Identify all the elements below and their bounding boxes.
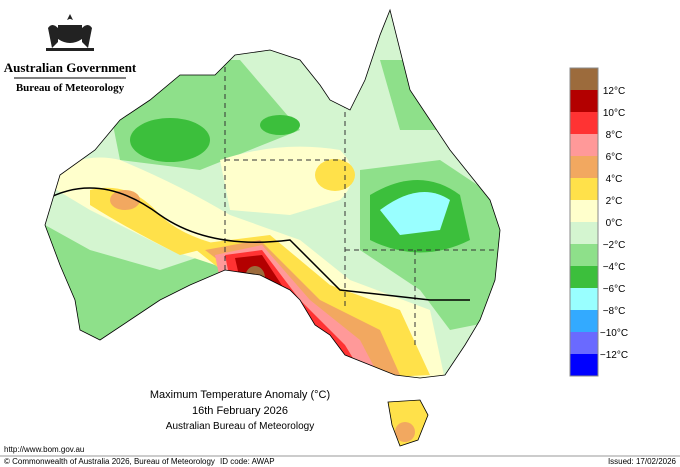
footer-issued: Issued: 17/02/2026 <box>608 457 677 466</box>
legend-swatch <box>570 332 598 354</box>
legend-label: 0°C <box>606 218 623 229</box>
legend-label: 6°C <box>606 152 623 163</box>
tasmania <box>388 400 428 446</box>
legend-label: −6°C <box>603 284 626 295</box>
legend-swatch <box>570 90 598 112</box>
legend-label: 2°C <box>606 196 623 207</box>
legend-swatch <box>570 134 598 156</box>
map-title: Maximum Temperature Anomaly (°C) <box>150 389 330 401</box>
coat-of-arms <box>46 14 94 51</box>
legend-swatch <box>570 244 598 266</box>
legend-swatch <box>570 156 598 178</box>
legend-label: −8°C <box>603 306 626 317</box>
footer-copyright: © Commonwealth of Australia 2026, Bureau… <box>4 457 215 466</box>
legend-swatch <box>570 310 598 332</box>
legend-label: −4°C <box>603 262 626 273</box>
legend-swatch <box>570 266 598 288</box>
legend-label: 10°C <box>603 108 625 119</box>
legend-label: −2°C <box>603 240 626 251</box>
legend-label: 4°C <box>606 174 623 185</box>
legend-frame <box>569 67 599 377</box>
legend-label: −12°C <box>600 350 628 361</box>
legend-swatch <box>570 178 598 200</box>
map-date: 16th February 2026 <box>192 405 288 417</box>
legend-label: −10°C <box>600 328 628 339</box>
legend-swatch <box>570 354 598 376</box>
bureau: Bureau of Meteorology <box>16 82 125 94</box>
legend-label: 8°C <box>606 130 623 141</box>
government: Australian Government <box>4 60 137 75</box>
legend-swatch <box>570 112 598 134</box>
legend-label: 12°C <box>603 86 625 97</box>
footer-id: ID code: AWAP <box>220 457 275 466</box>
legend-swatch <box>570 288 598 310</box>
map-source: Australian Bureau of Meteorology <box>166 421 314 432</box>
legend: 12°C 10°C 8°C 6°C 4°C 2°C 0°C −2°C −4°C −6°C −8°C −… <box>569 67 628 377</box>
legend-swatch <box>570 200 598 222</box>
legend-swatch <box>570 222 598 244</box>
legend-swatch <box>570 68 598 90</box>
footer-url: http://www.bom.gov.au <box>4 445 84 454</box>
